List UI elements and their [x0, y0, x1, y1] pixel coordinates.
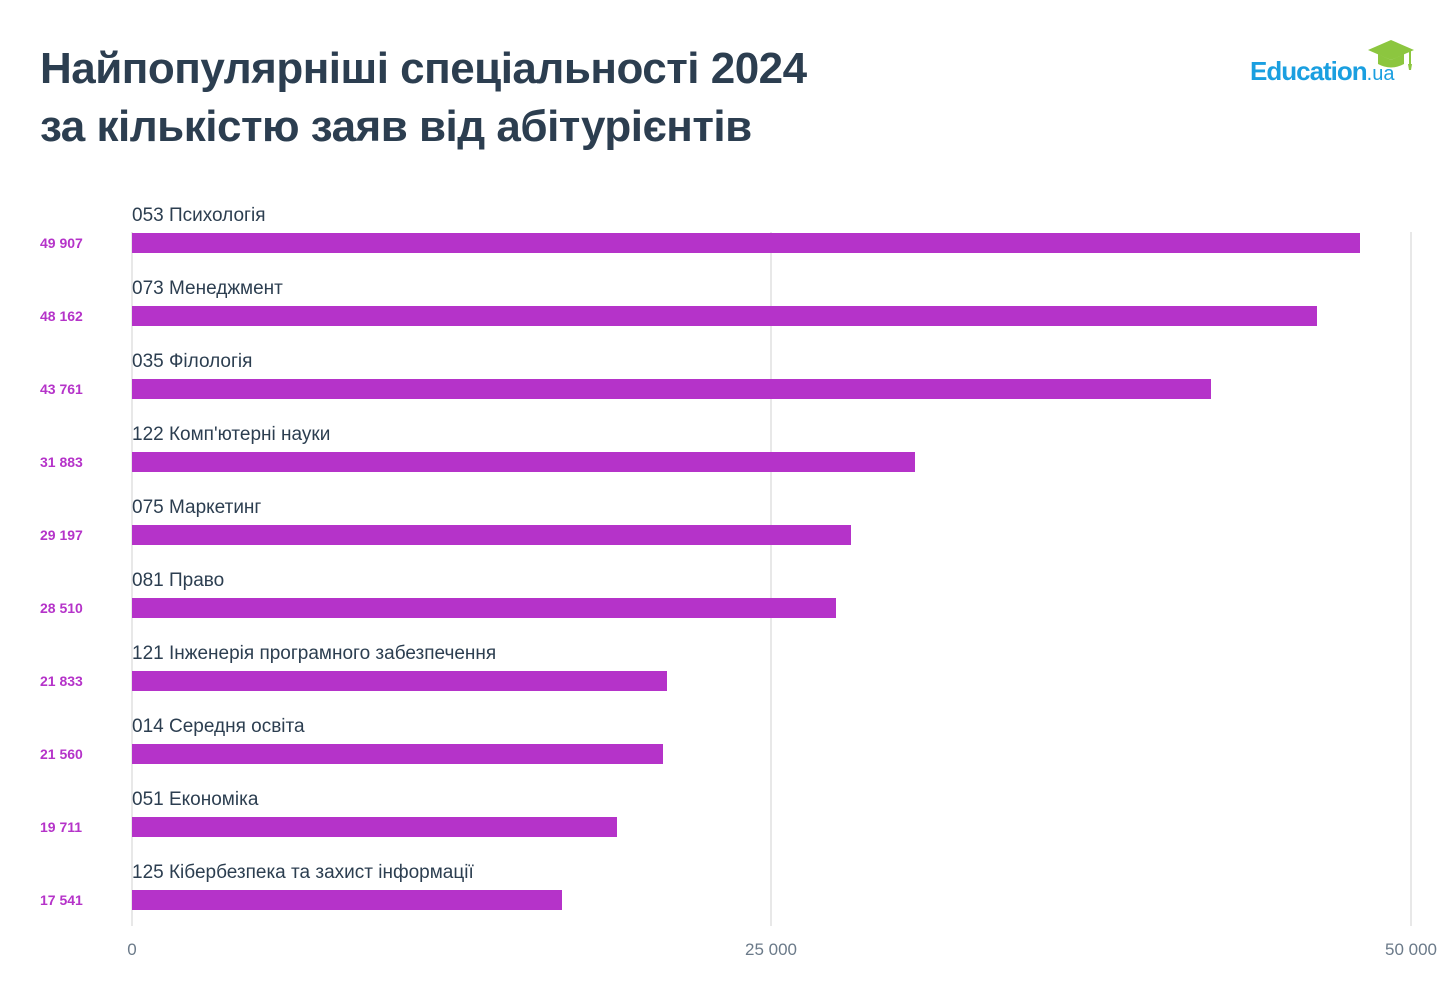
title-line-2: за кількістю заяв від абітурієнтів: [40, 102, 752, 151]
bar: [132, 452, 915, 472]
category-label: 121 Інженерія програмного забезпечення: [132, 643, 497, 664]
category-label: 035 Філологія: [132, 351, 253, 372]
chart-title: Найпопулярніші спеціальності 2024 за кіл…: [40, 40, 807, 156]
title-line-1: Найпопулярніші спеціальності 2024: [40, 44, 807, 93]
category-label: 014 Середня освіта: [132, 716, 305, 737]
bar: [132, 525, 851, 545]
value-label: 21 833: [40, 673, 83, 689]
x-tick-label: 25 000: [745, 940, 797, 959]
bar: [132, 817, 617, 837]
logo-tld: .ua: [1366, 63, 1395, 85]
value-label: 48 162: [40, 308, 83, 324]
x-tick-label: 0: [127, 940, 137, 959]
category-label: 053 Психологія: [132, 205, 266, 226]
bar: [132, 233, 1360, 253]
category-label: 073 Менеджмент: [132, 278, 283, 299]
bar: [132, 598, 836, 618]
value-label: 28 510: [40, 600, 83, 616]
gridline: [1410, 232, 1412, 926]
bar: [132, 890, 562, 910]
category-label: 125 Кібербезпека та захист інформації: [132, 862, 474, 883]
category-label: 081 Право: [132, 570, 225, 591]
value-label: 21 560: [40, 746, 83, 762]
bar: [132, 306, 1317, 326]
logo-name: Education: [1250, 56, 1368, 86]
category-label: 051 Економіка: [132, 789, 259, 810]
bar: [132, 744, 663, 764]
logo-text: Education.ua: [1250, 56, 1394, 87]
bar: [132, 379, 1211, 399]
category-label: 122 Комп'ютерні науки: [132, 424, 331, 445]
value-label: 29 197: [40, 527, 83, 543]
education-ua-logo: Education.ua: [1250, 38, 1420, 88]
gridline: [770, 232, 772, 926]
gridline: [131, 232, 133, 926]
value-label: 43 761: [40, 381, 83, 397]
category-label: 075 Маркетинг: [132, 497, 262, 518]
value-label: 19 711: [40, 819, 83, 835]
graduation-cap-icon: [1368, 40, 1414, 70]
value-label: 17 541: [40, 892, 83, 908]
value-label: 49 907: [40, 235, 83, 251]
value-label: 31 883: [40, 454, 83, 470]
bar: [132, 671, 667, 691]
x-tick-label: 50 000: [1385, 940, 1437, 959]
